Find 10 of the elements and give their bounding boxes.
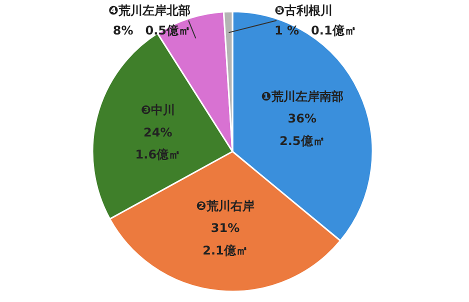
data-label: 1 % 0.1億㎡ [274,24,356,38]
slice-label: ❺古利根川 [274,4,333,18]
data-label: 24% 1.6億㎡ [135,125,181,162]
slice-label: ❹荒川左岸北部 [108,4,191,18]
data-label: 31% 2.1億㎡ [202,221,248,258]
slice-label: ❷荒川右岸 [196,198,254,213]
slice-label: ❶荒川左岸南部 [261,89,344,104]
data-label: 8% 0.5億㎡ [112,24,191,38]
data-label: 36% 2.5億㎡ [280,112,325,148]
slice-label: ❸中川 [140,102,176,117]
